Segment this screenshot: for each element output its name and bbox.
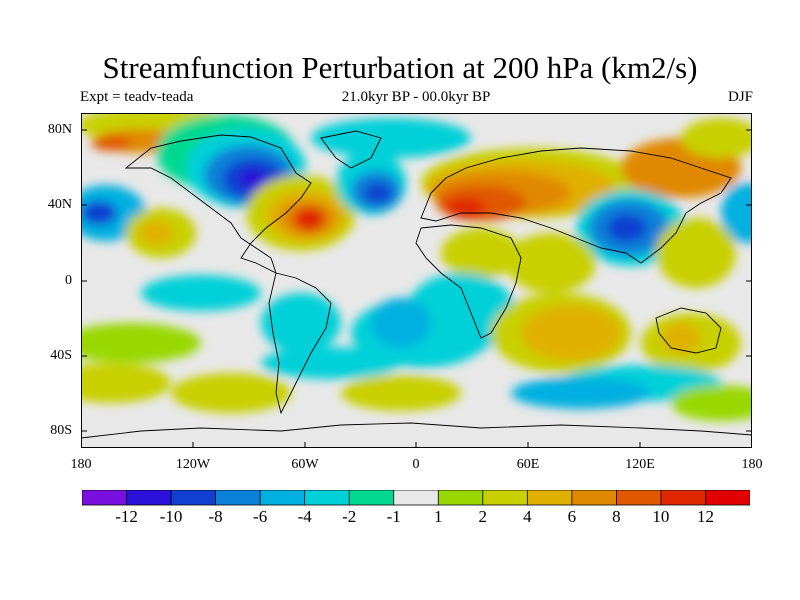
colorbar-tick-label: -2 bbox=[342, 507, 357, 526]
y-tick-label-80n: 80N bbox=[47, 122, 72, 137]
colorbar-segment bbox=[705, 490, 750, 506]
colorbar-segment bbox=[348, 490, 395, 506]
colorbar-segment bbox=[215, 490, 261, 506]
colorbar-segment bbox=[437, 490, 484, 506]
colorbar-tick-label: 4 bbox=[523, 507, 532, 526]
colorbar bbox=[82, 490, 750, 506]
experiment-label: Expt = teadv-teada bbox=[80, 89, 194, 105]
colorbar-segment bbox=[616, 490, 662, 506]
x-tick-label-60w: 60W bbox=[291, 457, 319, 472]
coastline-layer bbox=[81, 130, 752, 439]
colorbar-segment bbox=[304, 490, 350, 506]
colorbar-tick-label: 6 bbox=[567, 507, 577, 526]
colorbar-tick-label: -4 bbox=[297, 507, 312, 526]
colorbar-tick-label: -6 bbox=[253, 507, 268, 526]
colorbar-tick-label: -10 bbox=[159, 507, 183, 526]
colorbar-segment bbox=[126, 490, 172, 506]
season-label: DJF bbox=[727, 89, 753, 105]
streamfunction-map bbox=[81, 113, 752, 448]
colorbar-tick-label: 1 bbox=[434, 507, 443, 526]
y-tick-label-40n: 40N bbox=[47, 197, 72, 212]
colorbar-segment bbox=[259, 490, 306, 506]
x-tick-label-60e: 60E bbox=[516, 457, 540, 472]
colorbar-tick-label: 2 bbox=[478, 507, 488, 526]
colorbar-segment bbox=[660, 490, 707, 506]
colorbar-tick-label: -8 bbox=[208, 507, 223, 526]
y-tick-label-40s: 40S bbox=[50, 348, 72, 363]
chart-title: Streamfunction Perturbation at 200 hPa (… bbox=[102, 50, 698, 85]
colorbar-tick-label: 12 bbox=[696, 507, 714, 526]
x-tick-label-0: 0 bbox=[412, 457, 420, 472]
y-tick-label-0: 0 bbox=[65, 273, 72, 288]
colorbar-segment bbox=[393, 490, 439, 506]
colorbar-tick-label: 8 bbox=[612, 507, 621, 526]
period-label: 21.0kyr BP - 00.0kyr BP bbox=[341, 89, 491, 105]
colorbar-segment bbox=[526, 490, 573, 506]
colorbar-segment bbox=[82, 490, 128, 506]
colorbar-tick-label: -12 bbox=[115, 507, 138, 526]
x-tick-label-120w: 120W bbox=[175, 457, 211, 472]
colorbar-segment bbox=[571, 490, 618, 506]
colorbar-segment bbox=[482, 490, 529, 506]
x-tick-label-120e: 120E bbox=[625, 457, 655, 472]
colorbar-segment bbox=[170, 490, 217, 506]
x-tick-label-180e: 180 bbox=[741, 457, 763, 472]
map-tick-marks bbox=[81, 129, 752, 448]
x-tick-label-180w: 180 bbox=[70, 457, 92, 472]
colorbar-tick-label: 10 bbox=[652, 507, 670, 526]
contour-fill-layer bbox=[81, 113, 752, 421]
colorbar-tick-label: -1 bbox=[386, 507, 401, 526]
y-tick-label-80s: 80S bbox=[50, 423, 72, 438]
